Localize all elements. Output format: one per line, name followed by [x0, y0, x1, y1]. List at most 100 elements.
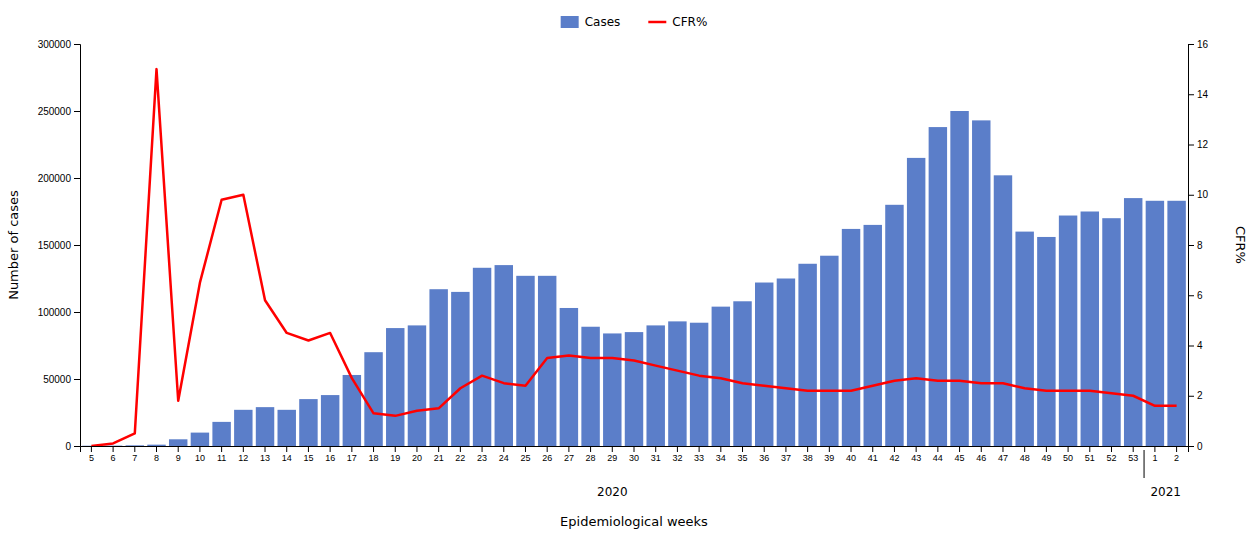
tick: 4 — [1188, 340, 1203, 351]
tick-label: 48 — [1020, 453, 1030, 463]
tick: 150000 — [38, 240, 80, 251]
bar — [864, 225, 882, 446]
tick: 300000 — [38, 39, 80, 50]
bar — [950, 111, 968, 446]
tick-mark — [894, 446, 895, 452]
tick-label: 11 — [217, 453, 226, 463]
tick: 53 — [1128, 446, 1138, 463]
bar — [473, 268, 491, 446]
tick-label: 51 — [1085, 453, 1095, 463]
tick-label: 17 — [347, 453, 357, 463]
x-axis-title: Epidemiological weeks — [560, 514, 708, 529]
tick-label: 14 — [1197, 89, 1209, 100]
tick-mark — [74, 379, 80, 380]
bar — [516, 276, 534, 446]
tick-label: 10 — [195, 453, 205, 463]
bar — [625, 332, 643, 446]
tick: 2 — [1174, 446, 1179, 463]
tick: 14 — [1188, 89, 1209, 100]
tick-label: 10 — [1197, 189, 1209, 200]
tick-mark — [74, 312, 80, 313]
bar — [1102, 218, 1120, 446]
tick-label: 22 — [455, 453, 465, 463]
tick: 51 — [1085, 446, 1095, 463]
tick-label: 8 — [1197, 240, 1203, 251]
tick-label: 20 — [412, 453, 422, 463]
bar — [777, 279, 795, 447]
tick-mark — [199, 446, 200, 452]
chart: 5678910111213141516171819202122232425262… — [0, 0, 1258, 538]
tick-mark — [373, 446, 374, 452]
tick: 27 — [564, 446, 574, 463]
tick: 8 — [154, 446, 159, 463]
tick-label: 18 — [369, 453, 379, 463]
y-axis-title: Number of cases — [6, 190, 21, 300]
tick: 28 — [586, 446, 596, 463]
tick: 14 — [282, 446, 292, 463]
tick-label: 47 — [998, 453, 1008, 463]
legend-label: CFR% — [672, 15, 707, 29]
tick-label: 21 — [434, 453, 444, 463]
tick-mark — [1046, 446, 1047, 452]
tick: 22 — [455, 446, 465, 463]
tick-label: 23 — [477, 453, 487, 463]
axis-line — [1189, 45, 1195, 447]
tick: 30 — [629, 446, 639, 463]
tick: 21 — [434, 446, 444, 463]
tick: 16 — [325, 446, 335, 463]
axis-line — [81, 447, 1189, 453]
bar-series — [82, 111, 1186, 446]
tick-mark — [1188, 195, 1194, 196]
tick: 29 — [607, 446, 617, 463]
tick-mark — [1002, 446, 1003, 452]
tick: 26 — [542, 446, 552, 463]
bar — [364, 352, 382, 446]
tick-label: 40 — [846, 453, 856, 463]
tick-mark — [1188, 396, 1194, 397]
tick: 6 — [1188, 290, 1203, 301]
tick-label: 7 — [132, 453, 137, 463]
tick: 24 — [499, 446, 509, 463]
tick-mark — [1111, 446, 1112, 452]
legend-swatch — [561, 16, 579, 28]
line — [91, 69, 1176, 446]
tick: 100000 — [38, 307, 80, 318]
tick: 1 — [1152, 446, 1157, 463]
tick-label: 30 — [629, 453, 639, 463]
tick-mark — [1188, 446, 1194, 447]
tick-label: 49 — [1041, 453, 1051, 463]
bar — [842, 229, 860, 446]
x-axis: 5678910111213141516171819202122232425262… — [81, 446, 1189, 463]
tick-mark — [1133, 446, 1134, 452]
tick-mark — [1188, 346, 1194, 347]
bar — [820, 256, 838, 446]
tick: 42 — [889, 446, 899, 463]
tick: 31 — [651, 446, 661, 463]
tick-mark — [959, 446, 960, 452]
bar — [429, 289, 447, 446]
plot: 5678910111213141516171819202122232425262… — [6, 39, 1248, 529]
tick-mark — [764, 446, 765, 452]
bar — [885, 205, 903, 446]
bar — [798, 264, 816, 446]
bar — [234, 410, 252, 446]
tick-mark — [243, 446, 244, 452]
tick: 17 — [347, 446, 357, 463]
tick-mark — [156, 446, 157, 452]
tick-label: 39 — [824, 453, 834, 463]
tick-label: 13 — [260, 453, 270, 463]
tick-mark — [395, 446, 396, 452]
bar — [386, 328, 404, 446]
tick: 8 — [1188, 240, 1203, 251]
tick-label: 16 — [1197, 39, 1209, 50]
bar — [646, 325, 664, 446]
marks — [82, 69, 1186, 446]
y-axis: 050000100000150000200000250000300000 — [38, 39, 81, 452]
tick-mark — [460, 446, 461, 452]
tick-label: 100000 — [38, 307, 72, 318]
tick-label: 50 — [1063, 453, 1073, 463]
tick: 43 — [911, 446, 921, 463]
tick: 20 — [412, 446, 422, 463]
bar — [169, 439, 187, 446]
tick: 25 — [520, 446, 530, 463]
